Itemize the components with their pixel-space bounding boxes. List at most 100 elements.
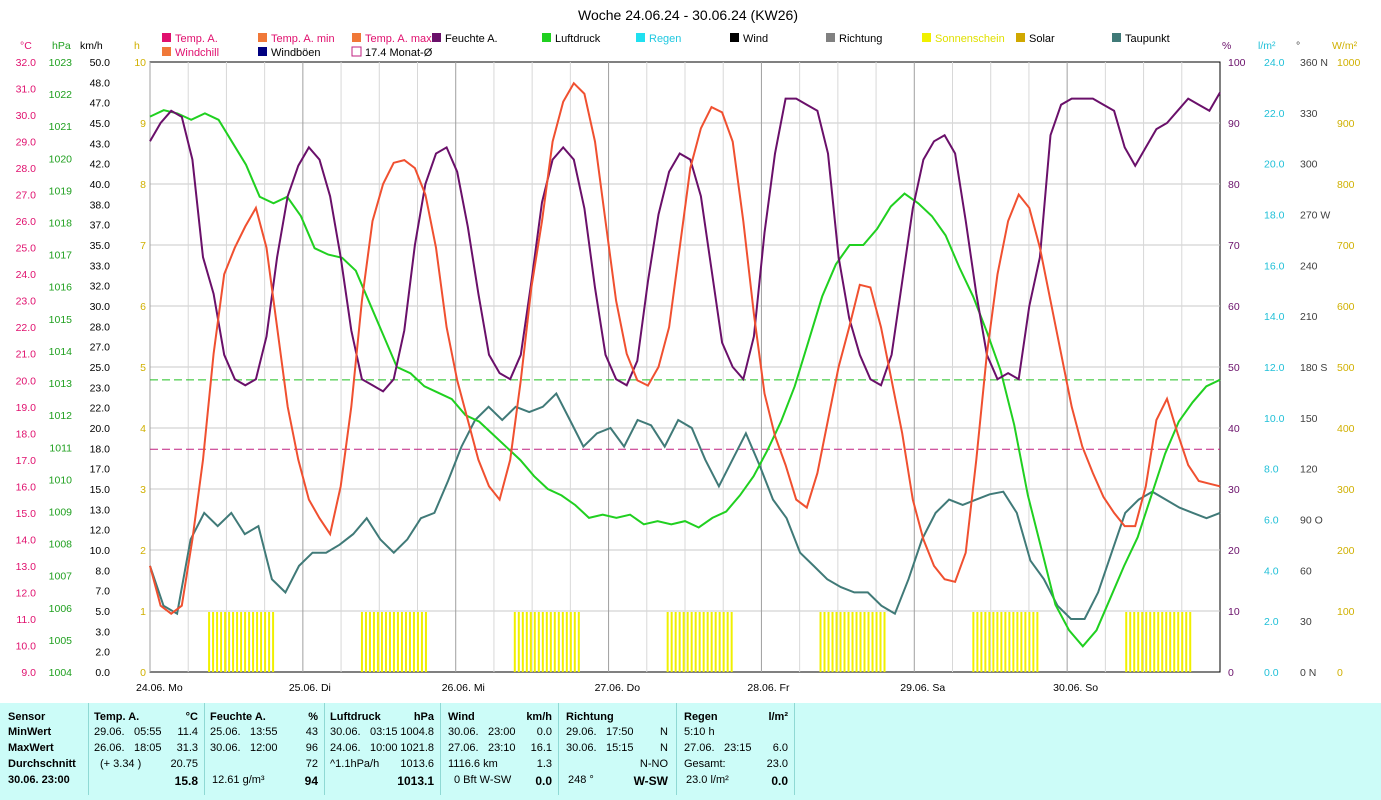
sunshine-bar <box>545 612 548 672</box>
stats-temp: Temp. A. °C 29.06. 05:55 11.4 26.06. 18:05 31… <box>88 703 205 795</box>
weather-chart: Woche 24.06.24 - 30.06.24 (KW26) Temp. A… <box>16 7 1361 694</box>
humidity-current: 94 <box>304 774 318 788</box>
wind-axis-tick: 33.0 <box>90 260 111 272</box>
sunshine-bar <box>726 612 729 672</box>
wind-axis-tick: 18.0 <box>90 443 111 455</box>
sunshine-bar <box>264 612 267 672</box>
rain-unit: l/m² <box>768 711 788 723</box>
sun-axis-tick: 6 <box>140 301 146 313</box>
pressure-axis-tick: 1005 <box>49 635 73 647</box>
legend-label: Solar <box>1029 33 1055 45</box>
rain-total-label: Gesamt: <box>684 758 726 770</box>
legend-label: Temp. A. <box>175 33 218 45</box>
sunshine-bar <box>859 612 862 672</box>
temp-avg-note: (+ 3.34 ) <box>100 758 142 770</box>
sunshine-bar <box>678 612 681 672</box>
sunshine-bar <box>831 612 834 672</box>
sunshine-bar <box>718 612 721 672</box>
stats-pressure: Luftdruck hPa 30.06. 03:15 1004.8 24.06. 10:… <box>324 703 441 795</box>
direction-axis-tick: 150 <box>1300 413 1318 425</box>
sunshine-bar <box>1165 612 1168 672</box>
sunshine-bar <box>1173 612 1176 672</box>
direction-axis-tick: 90 O <box>1300 515 1323 527</box>
sunshine-bar <box>1024 612 1027 672</box>
chart-title: Woche 24.06.24 - 30.06.24 (KW26) <box>578 7 798 23</box>
pressure-min-date: 30.06. <box>330 726 361 738</box>
humidity-min-date: 25.06. <box>210 726 241 738</box>
solar-axis-tick: 200 <box>1337 545 1355 557</box>
rain-title: Regen <box>684 711 718 723</box>
legend-label: Wind <box>743 33 768 45</box>
rain-max-time: 23:15 <box>724 742 752 754</box>
wind-axis-tick: 5.0 <box>95 606 110 618</box>
wind-max-time: 23:10 <box>488 742 516 754</box>
wind-avg: 1.3 <box>536 758 552 770</box>
legend-label: Feuchte A. <box>445 33 498 45</box>
sunshine-bar <box>577 612 580 672</box>
sunshine-bar <box>1169 612 1172 672</box>
wind-max-value: 16.1 <box>530 742 552 754</box>
sensor-row-current: 30.06. 23:00 <box>8 774 70 786</box>
pressure-axis-tick: 1011 <box>49 442 72 454</box>
humidity-max-date: 30.06. <box>210 742 241 754</box>
direction-avg: N-NO <box>639 758 668 770</box>
sunshine-bar <box>835 612 838 672</box>
sunshine-bar <box>875 612 878 672</box>
temp-max-value: 31.3 <box>176 742 198 754</box>
sunshine-bar <box>867 612 870 672</box>
wind-axis-tick: 27.0 <box>90 342 111 354</box>
rain-total: 23.0 <box>766 758 788 770</box>
rain-current: 0.0 <box>771 774 788 788</box>
rain-axis-tick: 14.0 <box>1264 311 1285 323</box>
wind-axis-tick: 8.0 <box>95 565 110 577</box>
temp-axis-tick: 29.0 <box>16 137 37 149</box>
sunshine-bar <box>224 612 227 672</box>
legend-swatch <box>258 47 267 56</box>
pressure-min-value: 1004.8 <box>400 726 434 738</box>
sunshine-bar <box>694 612 697 672</box>
rain-axis-tick: 0.0 <box>1264 667 1279 679</box>
sunshine-bar <box>690 612 693 672</box>
direction-axis-tick: 0 N <box>1300 667 1316 679</box>
sunshine-bar <box>268 612 271 672</box>
wind-axis-tick: 32.0 <box>90 281 111 293</box>
sunshine-bar <box>521 612 524 672</box>
sun-axis-tick: 2 <box>140 545 146 557</box>
sunshine-bar <box>847 612 850 672</box>
sunshine-bar <box>360 612 363 672</box>
temp-axis-tick: 25.0 <box>16 243 37 255</box>
direction-axis-tick: 120 <box>1300 464 1318 476</box>
pressure-axis-tick: 1020 <box>49 153 73 165</box>
humidity-axis-tick: 90 <box>1228 118 1240 130</box>
legend-swatch <box>826 33 835 42</box>
pressure-axis-tick: 1021 <box>49 121 73 133</box>
wind-max-date: 27.06. <box>448 742 479 754</box>
humidity-axis-tick: 60 <box>1228 301 1240 313</box>
legend-label: Windböen <box>271 47 321 59</box>
rain-max-value: 6.0 <box>772 742 788 754</box>
temp-axis-tick: 21.0 <box>16 349 37 361</box>
pressure-max-time: 10:00 <box>370 742 398 754</box>
rain-axis-unit: l/m² <box>1258 40 1276 52</box>
temp-axis-tick: 23.0 <box>16 296 37 308</box>
temp-title: Temp. A. <box>94 711 140 723</box>
sunshine-bar <box>553 612 556 672</box>
pressure-unit: hPa <box>413 711 434 723</box>
humidity-axis-tick: 30 <box>1228 484 1240 496</box>
wind-bft: 0 Bft W-SW <box>454 774 512 786</box>
sun-axis-unit: h <box>134 40 140 52</box>
rain-axis-tick: 8.0 <box>1264 464 1279 476</box>
sunshine-bar <box>388 612 391 672</box>
legend-swatch <box>636 33 645 42</box>
sunshine-bar <box>569 612 572 672</box>
pressure-max-value: 1021.8 <box>400 742 434 754</box>
sunshine-bar <box>248 612 251 672</box>
sunshine-bar <box>408 612 411 672</box>
sunshine-bar <box>513 612 516 672</box>
sunshine-bar <box>682 612 685 672</box>
sunshine-bar <box>666 612 669 672</box>
sunshine-bar <box>1016 612 1019 672</box>
wind-axis-tick: 2.0 <box>95 647 110 659</box>
temp-axis-tick: 9.0 <box>21 667 36 679</box>
temp-axis-tick: 17.0 <box>16 455 37 467</box>
